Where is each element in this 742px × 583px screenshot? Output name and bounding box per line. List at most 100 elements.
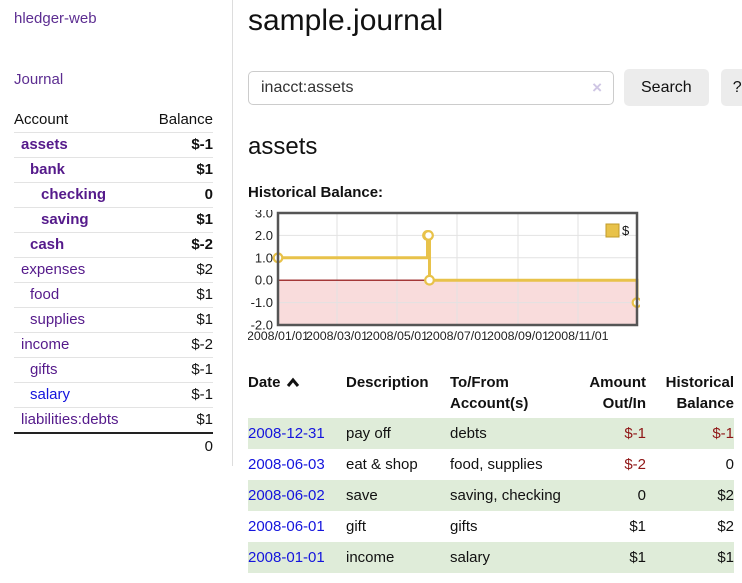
transaction-accounts: gifts — [450, 518, 478, 535]
transaction-date-link[interactable]: 2008-06-02 — [248, 487, 325, 504]
balance-column-header: Balance — [158, 111, 213, 128]
x-tick-label: 2008/05/01 — [366, 329, 428, 343]
x-tick-label: 2008/09/01 — [487, 329, 549, 343]
register-table: Date Description To/From Account(s) Amou… — [248, 369, 734, 573]
search-input-wrap: × — [248, 70, 614, 105]
transaction-description: gift — [346, 518, 367, 535]
historical-balance-chart: $3.0 2.0 1.0 0.0 -1.0 -2.0 2008/01/01 2008/03/0… — [248, 210, 640, 346]
x-tick-label: 2008/07/01 — [426, 329, 488, 343]
transaction-amount: $1 — [629, 518, 646, 535]
transaction-amount: $-1 — [624, 425, 646, 442]
transaction-balance: $1 — [717, 549, 734, 566]
account-balance: 0 — [204, 186, 213, 203]
transaction-date-link[interactable]: 2008-12-31 — [248, 425, 325, 442]
search-bar: × Search ? — [248, 69, 742, 106]
accounts-header-row: Account Balance — [14, 109, 213, 133]
plot-border — [276, 211, 639, 327]
x-tick-label: 2008/01/01 — [248, 329, 309, 343]
y-tick-label: 3.0 — [255, 210, 273, 221]
register-row: 2008-01-01 income salary $1 $1 — [248, 542, 734, 573]
account-balance: $-1 — [191, 386, 213, 403]
transaction-amount: $-2 — [624, 456, 646, 473]
account-balance: $2 — [196, 261, 213, 278]
transaction-description: pay off — [346, 425, 391, 442]
y-tick-label: 1.0 — [255, 250, 273, 265]
date-column-header[interactable]: Date — [248, 369, 346, 418]
accounts-total-row: 0 — [14, 433, 213, 460]
account-link-supplies[interactable]: supplies — [30, 311, 86, 328]
account-row: saving $1 — [14, 207, 213, 233]
account-link-income[interactable]: income — [21, 336, 70, 353]
legend-label: $ — [622, 223, 630, 238]
sidebar-item-journal[interactable]: Journal — [14, 71, 64, 88]
transaction-description: eat & shop — [346, 456, 418, 473]
account-row: liabilities:debts $1 — [14, 407, 213, 434]
account-link-cash[interactable]: cash — [30, 236, 65, 253]
help-button[interactable]: ? — [720, 69, 742, 106]
chart-canvas: $3.0 2.0 1.0 0.0 -1.0 -2.02008/01/012008/03/0… — [248, 210, 640, 343]
y-tick-label: -2.0 — [251, 318, 273, 333]
account-row: food $1 — [14, 282, 213, 308]
account-link-gifts[interactable]: gifts — [30, 361, 58, 378]
balance-column-header-register: Historical Balance — [665, 374, 734, 412]
search-input[interactable] — [248, 70, 614, 105]
account-link-checking[interactable]: checking — [41, 186, 107, 203]
account-balance: $1 — [196, 161, 213, 178]
account-link-expenses[interactable]: expenses — [21, 261, 86, 278]
transaction-amount: $1 — [629, 549, 646, 566]
account-row: supplies $1 — [14, 307, 213, 333]
transaction-date-link[interactable]: 2008-01-01 — [248, 549, 325, 566]
y-tick-label: -1.0 — [251, 295, 273, 310]
account-row: income $-2 — [14, 332, 213, 358]
transaction-description: save — [346, 487, 378, 504]
data-point-marker — [423, 229, 434, 241]
account-column-header: Account — [14, 111, 69, 128]
account-link-food[interactable]: food — [30, 286, 60, 303]
accounts-table: Account Balance assets $-1 bank $1 checking 0… — [14, 109, 213, 460]
transaction-accounts: salary — [450, 549, 491, 566]
account-row: expenses $2 — [14, 257, 213, 283]
page-title: sample.journal — [248, 4, 444, 37]
transaction-balance: $2 — [717, 487, 734, 504]
amount-column-header: Amount Out/In — [589, 374, 646, 412]
y-tick-label: 0.0 — [255, 273, 273, 288]
register-row: 2008-12-31 pay off debts $-1 $-1 — [248, 418, 734, 449]
account-heading: assets — [248, 133, 318, 160]
account-row: salary $-1 — [14, 382, 213, 408]
description-column-header: Description — [346, 374, 429, 391]
transaction-balance: 0 — [725, 456, 734, 473]
account-row: bank $1 — [14, 157, 213, 183]
sidebar: hledger-web Journal Account Balance asse… — [0, 0, 233, 466]
accounts-total-value: 0 — [204, 438, 213, 455]
transaction-date-link[interactable]: 2008-06-01 — [248, 518, 325, 535]
account-link-salary[interactable]: salary — [30, 386, 71, 403]
account-link-saving[interactable]: saving — [41, 211, 89, 228]
data-point-marker — [424, 274, 435, 286]
transaction-description: income — [346, 549, 395, 566]
main-content: sample.journal × Search ? assets Histori… — [233, 0, 742, 583]
account-balance: $-1 — [191, 361, 213, 378]
register-row: 2008-06-03 eat & shop food, supplies $-2 0 — [248, 449, 734, 480]
transaction-accounts: saving, checking — [450, 487, 561, 504]
accounts-column-header: To/From Account(s) — [450, 374, 529, 412]
account-balance: $1 — [196, 311, 213, 328]
brand-link[interactable]: hledger-web — [14, 10, 97, 27]
account-row: checking 0 — [14, 182, 213, 208]
account-link-bank[interactable]: bank — [30, 161, 66, 178]
clear-search-icon[interactable]: × — [592, 77, 602, 97]
register-row: 2008-06-02 save saving, checking 0 $2 — [248, 480, 734, 511]
chart-heading: Historical Balance: — [248, 184, 384, 201]
transaction-date-link[interactable]: 2008-06-03 — [248, 456, 325, 473]
legend-swatch — [605, 223, 620, 238]
transaction-balance: $-1 — [712, 425, 734, 442]
sidebar-nav: Journal — [14, 27, 232, 88]
transaction-amount: 0 — [637, 487, 646, 504]
register-header-row: Date Description To/From Account(s) Amou… — [248, 369, 734, 418]
account-balance: $1 — [196, 211, 213, 228]
account-balance: $-1 — [191, 136, 213, 153]
account-balance: $1 — [196, 286, 213, 303]
account-link-assets[interactable]: assets — [21, 136, 68, 153]
sort-ascending-icon — [286, 373, 300, 394]
account-link-liabilities-debts[interactable]: liabilities:debts — [21, 411, 119, 428]
search-button[interactable]: Search — [624, 69, 709, 106]
